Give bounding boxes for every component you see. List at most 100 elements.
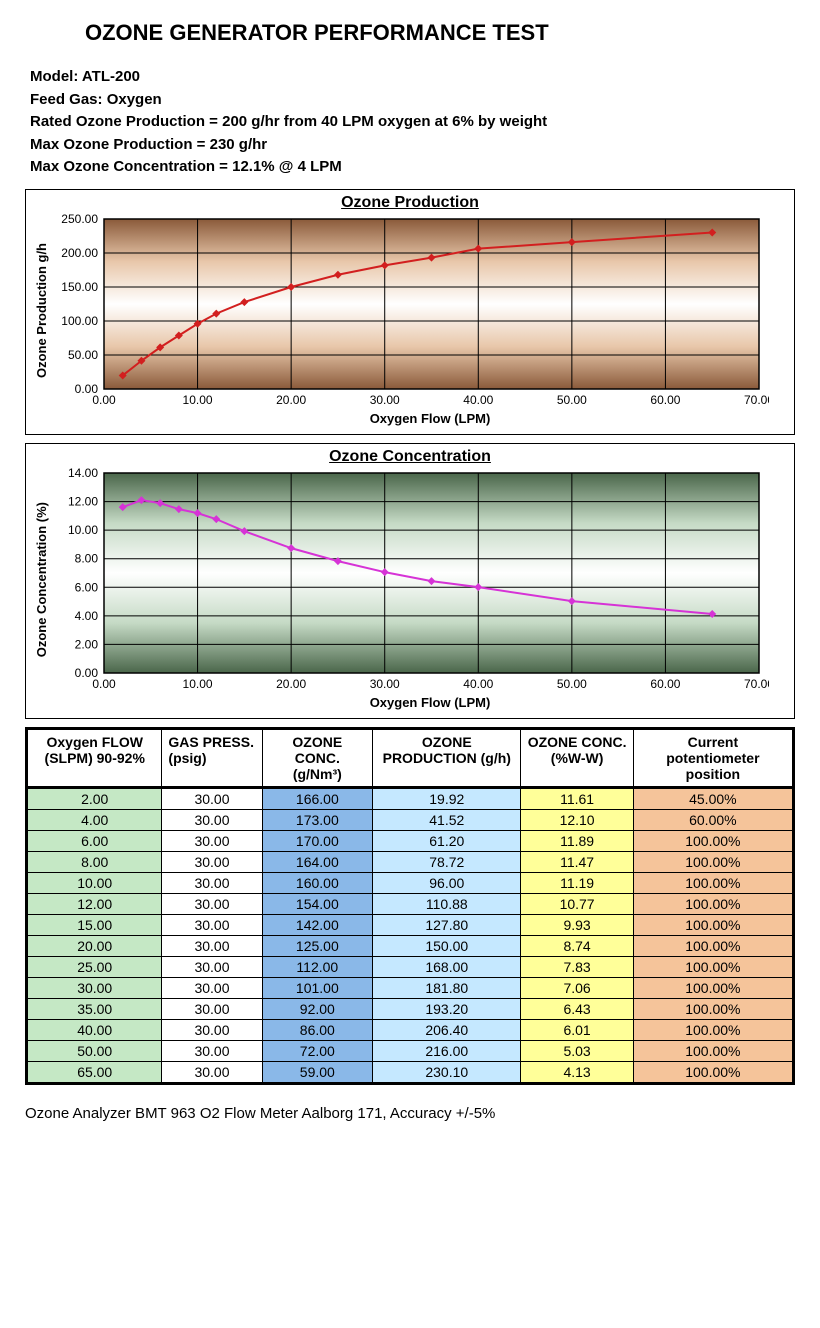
meta-model: Model: ATL-200	[30, 66, 795, 89]
table-cell: 30.00	[162, 809, 262, 830]
table-cell: 20.00	[27, 935, 162, 956]
chart-concentration-box: Ozone Concentration Ozone Concentration …	[25, 443, 795, 719]
table-cell: 170.00	[262, 830, 373, 851]
table-cell: 6.01	[521, 1019, 633, 1040]
table-header: OZONE CONC. (g/Nm³)	[262, 728, 373, 787]
svg-text:6.00: 6.00	[75, 580, 99, 594]
svg-text:10.00: 10.00	[68, 523, 98, 537]
svg-text:50.00: 50.00	[68, 348, 98, 362]
table-cell: 100.00%	[633, 1019, 793, 1040]
table-cell: 100.00%	[633, 851, 793, 872]
table-header: OZONE CONC. (%W-W)	[521, 728, 633, 787]
chart-concentration-title: Ozone Concentration	[34, 448, 786, 466]
table-cell: 142.00	[262, 914, 373, 935]
table-cell: 100.00%	[633, 956, 793, 977]
svg-text:8.00: 8.00	[75, 551, 99, 565]
table-cell: 150.00	[373, 935, 521, 956]
table-cell: 7.06	[521, 977, 633, 998]
table-cell: 2.00	[27, 787, 162, 809]
table-cell: 65.00	[27, 1061, 162, 1083]
table-cell: 100.00%	[633, 935, 793, 956]
table-cell: 4.00	[27, 809, 162, 830]
table-cell: 100.00%	[633, 893, 793, 914]
table-row: 12.0030.00154.00110.8810.77100.00%	[27, 893, 794, 914]
table-cell: 41.52	[373, 809, 521, 830]
table-header: GAS PRESS. (psig)	[162, 728, 262, 787]
table-cell: 45.00%	[633, 787, 793, 809]
table-cell: 6.00	[27, 830, 162, 851]
svg-text:200.00: 200.00	[61, 246, 98, 260]
table-cell: 30.00	[162, 872, 262, 893]
table-cell: 72.00	[262, 1040, 373, 1061]
chart-production-ylabel: Ozone Production g/h	[34, 243, 49, 378]
table-row: 35.0030.0092.00193.206.43100.00%	[27, 998, 794, 1019]
table-row: 65.0030.0059.00230.104.13100.00%	[27, 1061, 794, 1083]
svg-text:60.00: 60.00	[650, 393, 680, 407]
table-cell: 5.03	[521, 1040, 633, 1061]
svg-text:30.00: 30.00	[370, 677, 400, 691]
svg-text:50.00: 50.00	[557, 677, 587, 691]
table-cell: 30.00	[162, 977, 262, 998]
table-cell: 100.00%	[633, 830, 793, 851]
svg-text:70.00: 70.00	[744, 393, 769, 407]
table-header: Current potentiometer position	[633, 728, 793, 787]
table-header: Oxygen FLOW (SLPM) 90-92%	[27, 728, 162, 787]
table-cell: 100.00%	[633, 977, 793, 998]
table-cell: 168.00	[373, 956, 521, 977]
table-cell: 100.00%	[633, 1040, 793, 1061]
table-row: 50.0030.0072.00216.005.03100.00%	[27, 1040, 794, 1061]
table-cell: 216.00	[373, 1040, 521, 1061]
table-row: 10.0030.00160.0096.0011.19100.00%	[27, 872, 794, 893]
table-cell: 164.00	[262, 851, 373, 872]
svg-text:150.00: 150.00	[61, 280, 98, 294]
table-cell: 30.00	[162, 956, 262, 977]
table-cell: 101.00	[262, 977, 373, 998]
meta-max-prod: Max Ozone Production = 230 g/hr	[30, 134, 795, 157]
table-cell: 86.00	[262, 1019, 373, 1040]
table-cell: 6.43	[521, 998, 633, 1019]
table-cell: 100.00%	[633, 872, 793, 893]
table-cell: 166.00	[262, 787, 373, 809]
footer-text: Ozone Analyzer BMT 963 O2 Flow Meter Aal…	[25, 1105, 795, 1122]
table-cell: 127.80	[373, 914, 521, 935]
table-row: 8.0030.00164.0078.7211.47100.00%	[27, 851, 794, 872]
svg-text:60.00: 60.00	[650, 677, 680, 691]
table-cell: 125.00	[262, 935, 373, 956]
table-cell: 10.77	[521, 893, 633, 914]
table-cell: 30.00	[162, 914, 262, 935]
chart-production-title: Ozone Production	[34, 194, 786, 212]
table-cell: 30.00	[162, 1019, 262, 1040]
table-cell: 11.61	[521, 787, 633, 809]
table-cell: 60.00%	[633, 809, 793, 830]
svg-text:40.00: 40.00	[463, 677, 493, 691]
table-cell: 96.00	[373, 872, 521, 893]
table-row: 30.0030.00101.00181.807.06100.00%	[27, 977, 794, 998]
table-cell: 4.13	[521, 1061, 633, 1083]
svg-text:4.00: 4.00	[75, 608, 99, 622]
table-cell: 30.00	[162, 935, 262, 956]
table-cell: 181.80	[373, 977, 521, 998]
table-cell: 230.10	[373, 1061, 521, 1083]
table-cell: 30.00	[162, 893, 262, 914]
chart-production: 0.0010.0020.0030.0040.0050.0060.0070.000…	[49, 214, 769, 409]
table-cell: 206.40	[373, 1019, 521, 1040]
chart-concentration-xlabel: Oxygen Flow (LPM)	[74, 695, 786, 710]
table-cell: 9.93	[521, 914, 633, 935]
chart-production-xlabel: Oxygen Flow (LPM)	[74, 411, 786, 426]
table-cell: 112.00	[262, 956, 373, 977]
meta-rated: Rated Ozone Production = 200 g/hr from 4…	[30, 111, 795, 134]
table-cell: 30.00	[27, 977, 162, 998]
svg-text:20.00: 20.00	[276, 677, 306, 691]
meta-feed-gas: Feed Gas: Oxygen	[30, 89, 795, 112]
svg-text:10.00: 10.00	[183, 677, 213, 691]
table-row: 20.0030.00125.00150.008.74100.00%	[27, 935, 794, 956]
table-cell: 8.00	[27, 851, 162, 872]
svg-text:0.00: 0.00	[75, 382, 99, 396]
table-row: 2.0030.00166.0019.9211.6145.00%	[27, 787, 794, 809]
table-header: OZONE PRODUCTION (g/h)	[373, 728, 521, 787]
table-cell: 193.20	[373, 998, 521, 1019]
svg-text:14.00: 14.00	[68, 468, 98, 480]
table-cell: 11.47	[521, 851, 633, 872]
svg-text:30.00: 30.00	[370, 393, 400, 407]
svg-text:250.00: 250.00	[61, 214, 98, 226]
